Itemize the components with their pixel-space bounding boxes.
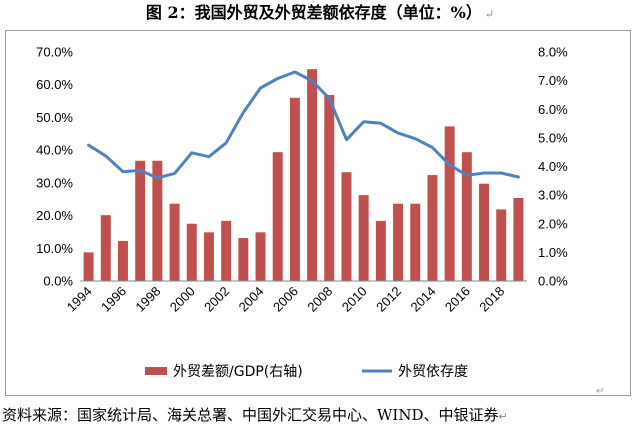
y-left-tick-label: 10.0% xyxy=(36,241,73,256)
legend-label-bar: 外贸差额/GDP(右轴) xyxy=(173,364,303,380)
bar xyxy=(135,160,146,281)
paragraph-mark-icon: ↵ xyxy=(596,386,605,397)
bar xyxy=(169,203,180,281)
left-axis: 0.0% 10.0% 20.0% 30.0% 40.0% 50.0% 60.0% 70.0% xyxy=(36,45,73,289)
x-tick-label: 2018 xyxy=(476,284,507,315)
paragraph-mark-icon: ↵ xyxy=(498,410,508,423)
bar xyxy=(496,209,507,281)
x-tick-label: 2012 xyxy=(373,284,404,315)
y-right-tick-label: 7.0% xyxy=(538,73,568,88)
chart-frame xyxy=(5,30,631,396)
y-left-tick-label: 20.0% xyxy=(36,208,73,223)
x-tick-label: 2002 xyxy=(201,284,232,315)
y-left-tick-label: 0.0% xyxy=(43,274,73,289)
line-series xyxy=(87,70,520,180)
x-tick-label: 1996 xyxy=(98,284,129,315)
bar xyxy=(238,238,249,281)
y-right-tick-label: 6.0% xyxy=(538,102,568,117)
y-right-tick-label: 1.0% xyxy=(538,245,568,260)
y-right-tick-label: 4.0% xyxy=(538,159,568,174)
y-left-tick-label: 30.0% xyxy=(36,175,73,190)
bar xyxy=(100,215,111,281)
y-right-tick-label: 5.0% xyxy=(538,130,568,145)
legend: 外贸差额/GDP(右轴) 外贸依存度 xyxy=(145,364,468,380)
x-tick-label: 2010 xyxy=(339,284,370,315)
y-left-tick-label: 50.0% xyxy=(36,110,73,125)
y-right-tick-label: 3.0% xyxy=(538,188,568,203)
x-tick-label: 1998 xyxy=(132,284,163,315)
x-axis: 1994 1996 1998 2000 2002 2004 2006 2008 2010 2012… xyxy=(64,284,508,315)
figure-title-text: 图 2：我国外贸及外贸差额依存度（单位：%） xyxy=(145,3,482,22)
bar xyxy=(152,160,163,281)
bar xyxy=(341,172,352,281)
bar xyxy=(221,220,232,281)
bar xyxy=(255,232,266,281)
x-tick-label: 2000 xyxy=(167,284,198,315)
y-left-tick-label: 70.0% xyxy=(36,45,73,60)
bar xyxy=(358,195,369,281)
y-right-tick-label: 8.0% xyxy=(538,45,568,60)
bar xyxy=(427,175,438,281)
bar xyxy=(393,203,404,281)
series-line xyxy=(87,70,520,180)
x-tick-label: 2008 xyxy=(304,284,335,315)
bar xyxy=(461,152,472,281)
figure-title: 图 2：我国外贸及外贸差额依存度（单位：%） ↵ xyxy=(0,2,640,26)
y-right-tick-label: 0.0% xyxy=(538,274,568,289)
chart: 0.0%10.0%20.0%30.0%40.0%50.0%60.0%70.0% … xyxy=(36,45,568,381)
bar xyxy=(410,203,421,281)
y-left-tick-label: 60.0% xyxy=(36,77,73,92)
bar xyxy=(203,232,214,281)
bar xyxy=(513,197,524,281)
y-left-tick-label: 40.0% xyxy=(36,143,73,158)
bar-series xyxy=(83,69,524,281)
x-tick-label: 2014 xyxy=(408,284,439,315)
bar xyxy=(289,97,300,281)
bar xyxy=(375,220,386,281)
bar xyxy=(186,223,197,281)
bar xyxy=(83,252,94,281)
legend-label-line: 外贸依存度 xyxy=(398,364,468,380)
bar xyxy=(117,240,128,281)
legend-swatch-bar xyxy=(145,367,167,375)
x-tick-label: 2004 xyxy=(236,284,267,315)
y-right-tick-label: 2.0% xyxy=(538,216,568,231)
source-text: 资料来源：国家统计局、海关总署、中国外汇交易中心、WIND、中银证券 xyxy=(2,406,499,424)
source-note: 资料来源：国家统计局、海关总署、中国外汇交易中心、WIND、中银证券↵ xyxy=(2,404,638,428)
x-tick-label: 2006 xyxy=(270,284,301,315)
bar xyxy=(307,69,318,281)
bar xyxy=(479,183,490,281)
x-tick-label: 2016 xyxy=(442,284,473,315)
bar xyxy=(444,126,455,281)
paragraph-mark-icon: ↵ xyxy=(484,8,495,21)
bar xyxy=(272,152,283,281)
bar xyxy=(324,94,335,281)
right-axis: 0.0% 1.0% 2.0% 3.0% 4.0% 5.0% 6.0% 7.0% 8.0% xyxy=(538,45,568,289)
